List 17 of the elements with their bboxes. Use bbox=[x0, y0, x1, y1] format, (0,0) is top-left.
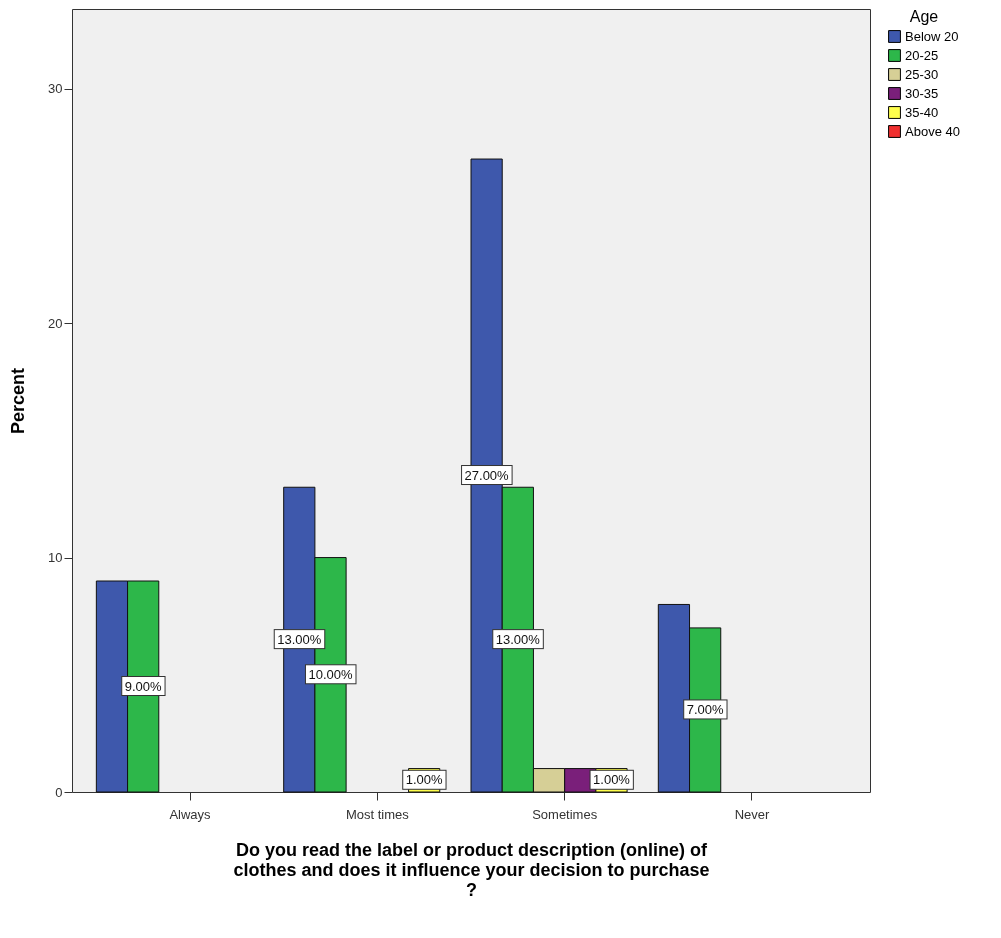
legend-title: Age bbox=[909, 8, 939, 25]
y-tick-label: 0 bbox=[55, 784, 63, 800]
legend-label: 25-30 bbox=[905, 66, 939, 82]
y-tick-label: 20 bbox=[48, 315, 63, 331]
legend-label: 30-35 bbox=[905, 85, 939, 101]
y-axis-title: Percent bbox=[8, 367, 29, 435]
legend-label: Below 20 bbox=[905, 28, 959, 44]
x-tick-label: Sometimes bbox=[532, 806, 598, 822]
x-tick-label: Always bbox=[169, 806, 212, 822]
x-tick-label: Never bbox=[734, 806, 770, 822]
legend-label: 35-40 bbox=[905, 104, 939, 120]
x-axis-title: Do you read the label or product description (online) of clothes and does it influence your decision to purchase ? bbox=[233, 839, 710, 900]
legend-label: Above 40 bbox=[905, 123, 960, 139]
x-tick-label: Most times bbox=[345, 806, 410, 822]
y-tick-label: 30 bbox=[48, 81, 63, 97]
y-tick-label: 10 bbox=[48, 550, 63, 566]
legend-label: 20-25 bbox=[905, 47, 939, 63]
